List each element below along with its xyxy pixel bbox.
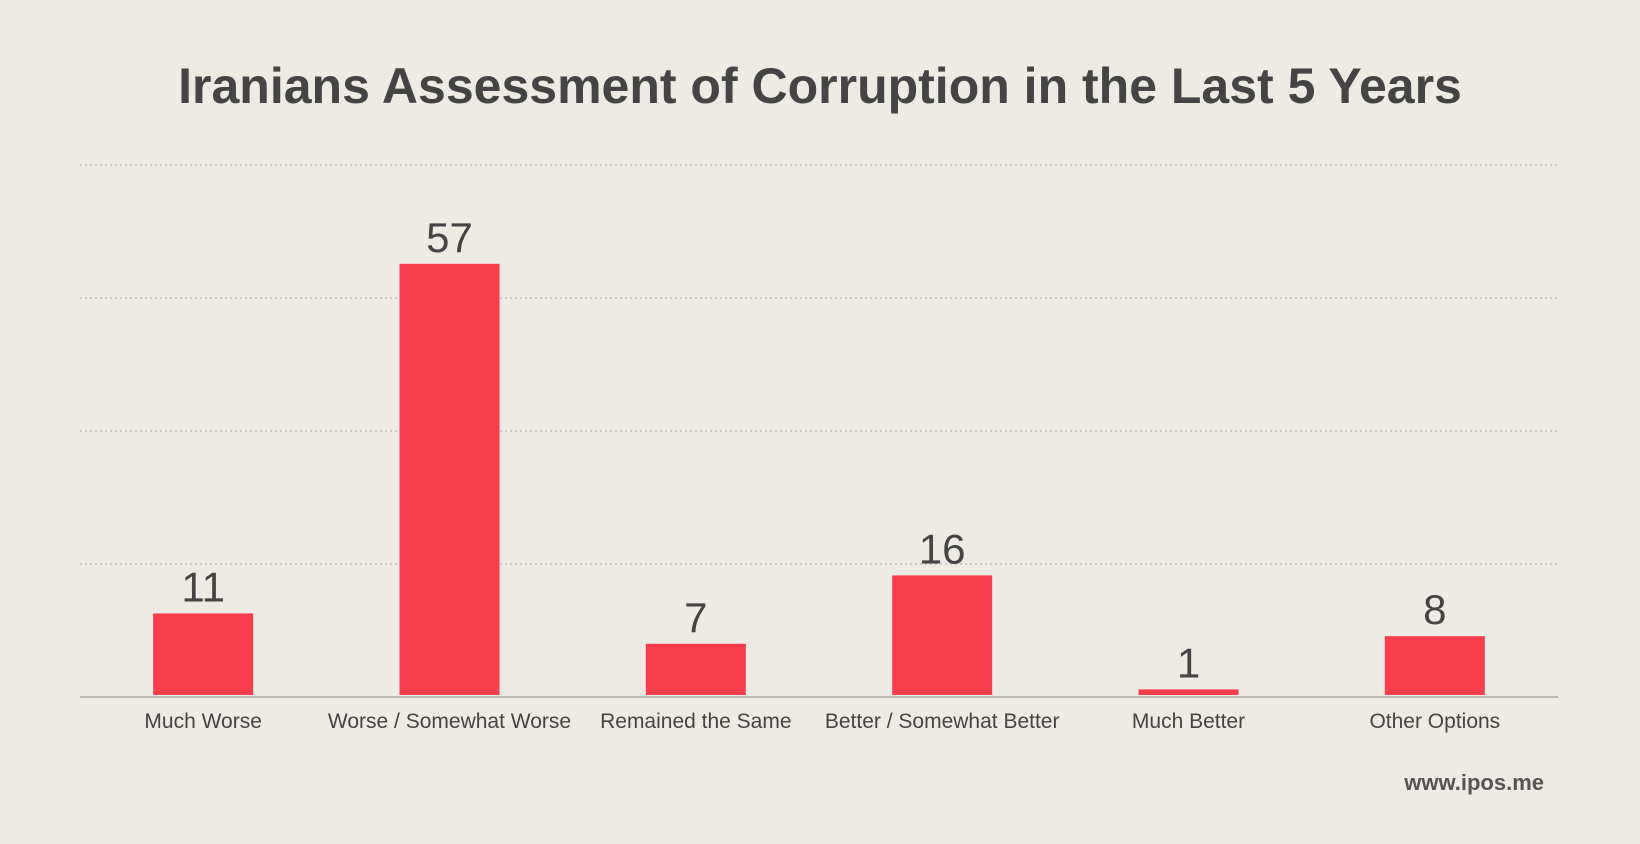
bar	[1384, 636, 1485, 695]
data-labels: 11 57 7 16 1 8	[181, 214, 1446, 687]
bar	[399, 263, 500, 695]
x-tick-label: Better / Somewhat Better	[825, 710, 1060, 733]
x-tick-label: Much Better	[1132, 710, 1245, 733]
x-tick-label: Remained the Same	[600, 710, 791, 733]
bar	[1138, 689, 1239, 695]
bars	[153, 263, 1485, 695]
data-label: 16	[919, 525, 966, 572]
x-tick-label: Worse / Somewhat Worse	[328, 710, 571, 733]
chart-title: Iranians Assessment of Corruption in the…	[178, 58, 1462, 114]
bar	[892, 575, 993, 695]
bar	[645, 643, 746, 695]
data-label: 57	[426, 214, 473, 261]
data-label: 11	[181, 563, 225, 610]
x-tick-labels: Much Worse Worse / Somewhat Worse Remained…	[144, 710, 1500, 733]
x-tick-label: Other Options	[1369, 710, 1500, 733]
data-label: 7	[684, 594, 707, 641]
data-label: 8	[1423, 586, 1446, 633]
gridlines	[80, 164, 1558, 698]
data-label: 1	[1177, 639, 1200, 686]
x-tick-label: Much Worse	[144, 710, 261, 733]
source-credit: www.ipos.me	[1404, 770, 1544, 795]
bar	[153, 613, 254, 695]
